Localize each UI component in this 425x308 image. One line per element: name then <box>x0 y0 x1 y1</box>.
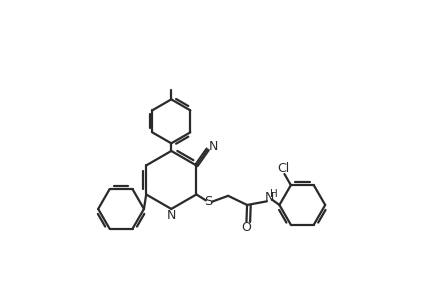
Text: Cl: Cl <box>277 162 289 175</box>
Text: O: O <box>241 221 251 234</box>
Text: S: S <box>204 195 212 208</box>
Text: N: N <box>265 191 274 204</box>
Text: N: N <box>209 140 218 153</box>
Text: N: N <box>167 209 176 222</box>
Text: H: H <box>270 189 278 199</box>
